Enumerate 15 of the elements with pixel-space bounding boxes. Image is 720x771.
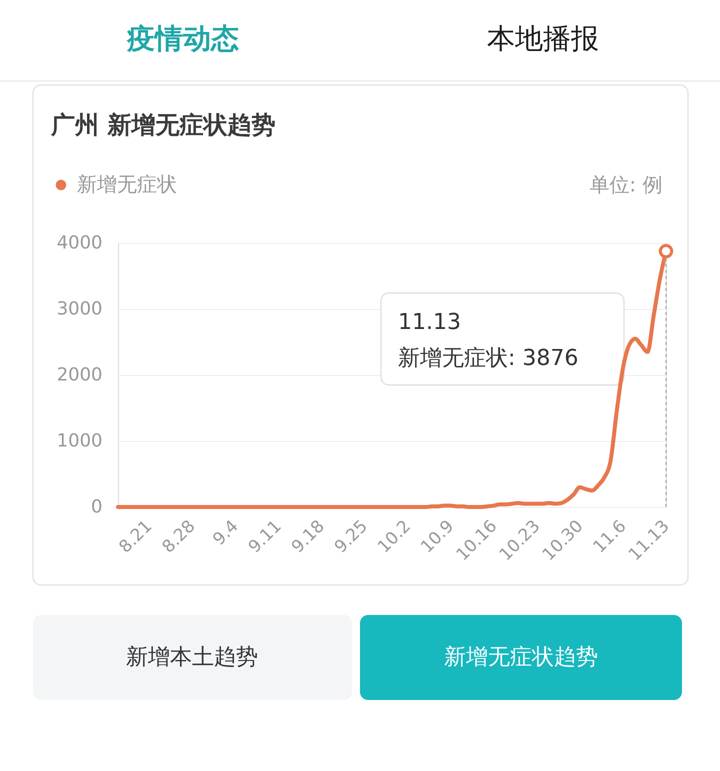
y-tick-label: 2000 — [56, 364, 102, 386]
text: 新增无症状趋势 — [444, 645, 598, 670]
text: 新增本土趋势 — [126, 645, 258, 670]
y-tick-label: 1000 — [56, 430, 102, 452]
x-tick-label: 9.4 — [209, 516, 243, 550]
text: 疫情动态 — [126, 22, 239, 55]
y-tick-label: 4000 — [56, 232, 102, 254]
text: 本地播报 — [487, 22, 599, 55]
legend-label: 新增无症状 — [77, 172, 177, 196]
annotation: 新增无症状: 3876 — [398, 346, 578, 371]
y-tick-label: 0 — [91, 496, 102, 518]
text: 11.13 — [398, 310, 461, 335]
chart-title: 广州 新增无症状趋势 — [50, 111, 276, 139]
y-axis-title: 单位: 例 — [589, 172, 662, 196]
y-tick-label: 3000 — [56, 298, 102, 320]
